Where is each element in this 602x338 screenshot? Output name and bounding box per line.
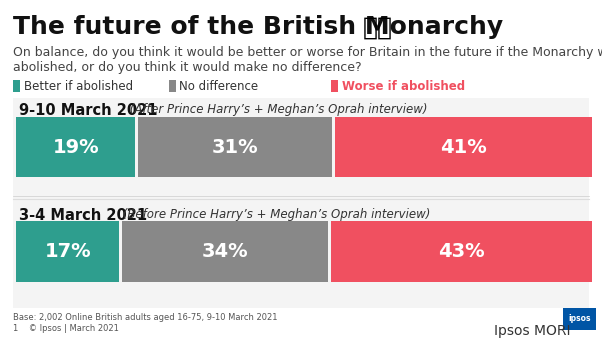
Text: (After Prince Harry’s + Meghan’s Oprah interview): (After Prince Harry’s + Meghan’s Oprah i…: [126, 103, 427, 116]
Text: On balance, do you think it would be better or worse for Britain in the future i: On balance, do you think it would be bet…: [13, 46, 602, 74]
Text: 1    © Ipsos | March 2021: 1 © Ipsos | March 2021: [13, 324, 119, 334]
FancyBboxPatch shape: [13, 98, 589, 308]
Text: Base: 2,002 Online British adults aged 16-75, 9-10 March 2021: Base: 2,002 Online British adults aged 1…: [13, 313, 278, 322]
FancyBboxPatch shape: [335, 117, 592, 177]
Text: 9-10 March 2021: 9-10 March 2021: [19, 103, 158, 118]
Text: 17%: 17%: [45, 242, 91, 261]
Text: Better if abolished: Better if abolished: [24, 80, 133, 93]
Text: 🇬🇧: 🇬🇧: [362, 15, 393, 39]
Text: 19%: 19%: [52, 138, 99, 156]
Text: 31%: 31%: [212, 138, 258, 156]
FancyBboxPatch shape: [122, 221, 328, 282]
Text: No difference: No difference: [179, 80, 258, 93]
Text: (Before Prince Harry’s + Meghan’s Oprah interview): (Before Prince Harry’s + Meghan’s Oprah …: [119, 208, 430, 221]
FancyBboxPatch shape: [169, 80, 176, 92]
Text: Worse if abolished: Worse if abolished: [342, 80, 465, 93]
Text: 34%: 34%: [202, 242, 249, 261]
Text: The future of the British Monarchy: The future of the British Monarchy: [13, 15, 512, 39]
Text: 43%: 43%: [438, 242, 485, 261]
Text: 3-4 March 2021: 3-4 March 2021: [19, 208, 147, 223]
FancyBboxPatch shape: [563, 308, 596, 330]
Text: Ipsos MORI: Ipsos MORI: [494, 324, 570, 338]
FancyBboxPatch shape: [331, 80, 338, 92]
FancyBboxPatch shape: [16, 221, 119, 282]
FancyBboxPatch shape: [138, 117, 332, 177]
FancyBboxPatch shape: [16, 117, 135, 177]
FancyBboxPatch shape: [13, 80, 20, 92]
Text: 41%: 41%: [440, 138, 487, 156]
Text: ipsos: ipsos: [568, 314, 591, 323]
FancyBboxPatch shape: [331, 221, 592, 282]
